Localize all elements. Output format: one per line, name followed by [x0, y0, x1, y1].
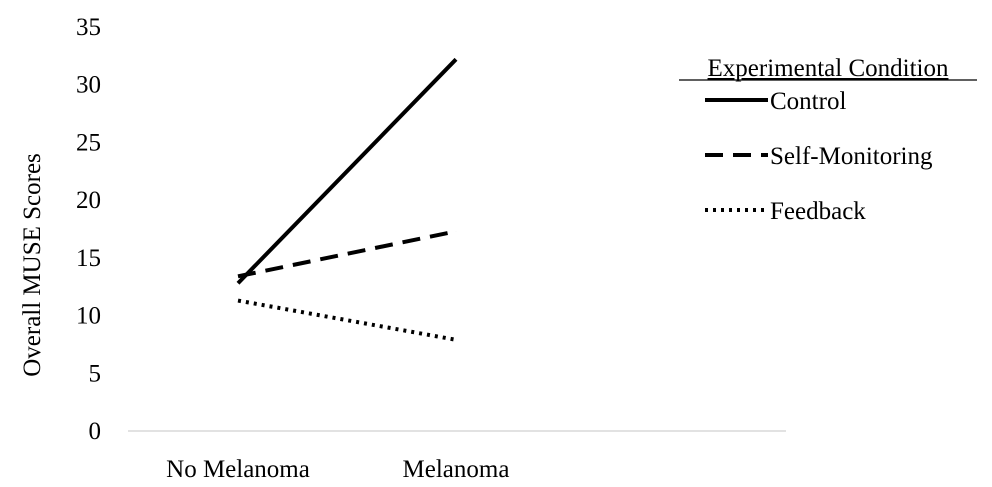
series-line-control	[236, 57, 458, 285]
x-axis-ticks: No Melanoma Melanoma	[166, 456, 509, 483]
legend-label: Control	[770, 88, 846, 115]
y-axis-title: Overall MUSE Scores	[19, 153, 46, 377]
legend-items: Control Self-Monitoring Feedback	[705, 88, 933, 225]
series-lines	[236, 57, 458, 342]
series-line-self-monitoring	[237, 229, 457, 279]
series-line-feedback	[237, 298, 457, 342]
y-tick-label: 35	[76, 14, 101, 41]
legend-item-control: Control	[705, 88, 846, 115]
legend-label: Self-Monitoring	[770, 143, 933, 170]
y-tick-label: 30	[76, 72, 101, 99]
legend-item-self-monitoring: Self-Monitoring	[705, 143, 933, 170]
y-tick-label: 10	[76, 303, 101, 330]
legend-label: Feedback	[770, 198, 866, 225]
legend-title: Experimental Condition	[708, 55, 949, 82]
legend-item-feedback: Feedback	[705, 198, 866, 225]
y-tick-label: 25	[76, 129, 101, 156]
x-tick-label: No Melanoma	[166, 456, 310, 483]
legend: Experimental Condition Control Self-Monit…	[679, 55, 977, 225]
y-tick-label: 0	[89, 418, 102, 445]
y-tick-label: 15	[76, 245, 101, 272]
y-axis-ticks: 0 5 10 15 20 25 30 35	[76, 14, 101, 445]
y-tick-label: 20	[76, 187, 101, 214]
y-tick-label: 5	[89, 360, 102, 387]
x-tick-label: Melanoma	[403, 456, 510, 483]
